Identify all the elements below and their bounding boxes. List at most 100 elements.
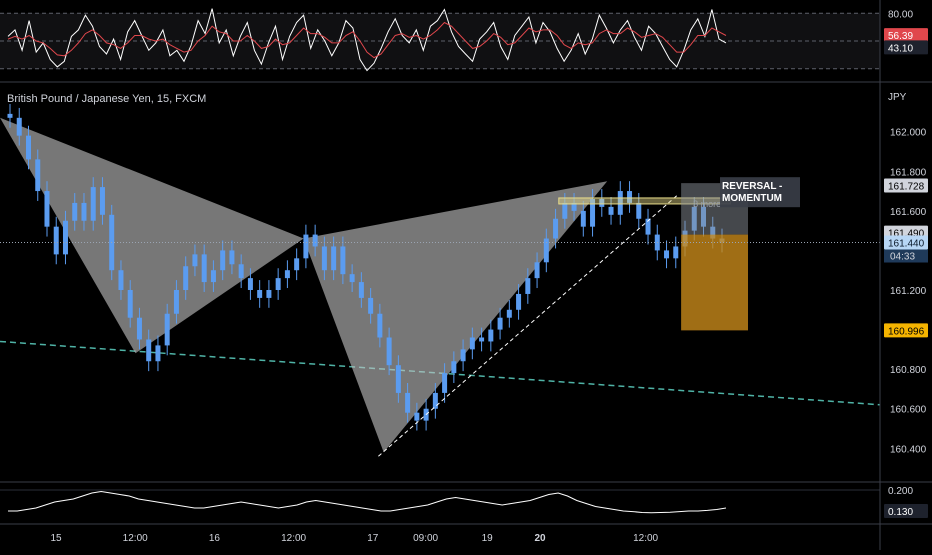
candle xyxy=(220,250,226,271)
time-tick-day: 16 xyxy=(209,533,221,544)
time-tick-day: 20 xyxy=(534,533,546,544)
candle xyxy=(146,339,152,362)
current-price-tag-bg xyxy=(884,235,928,250)
candle xyxy=(173,290,179,314)
candle xyxy=(25,135,31,160)
candle xyxy=(35,159,41,192)
countdown: 04:33 xyxy=(890,252,915,263)
candle xyxy=(266,290,272,298)
candle xyxy=(488,329,494,342)
annotation-line-1: MOMENTUM xyxy=(722,193,782,204)
price-tag-2-bg xyxy=(884,323,928,338)
current-price-tag: 161.440 xyxy=(888,239,925,250)
pattern-triangle-0 xyxy=(0,117,304,354)
candle xyxy=(62,220,68,255)
candle xyxy=(636,202,642,219)
oscillator-tag-0: 80.00 xyxy=(888,9,913,20)
candle xyxy=(506,309,512,318)
candle xyxy=(155,345,161,362)
candle xyxy=(321,246,327,271)
time-tick-hour: 12:00 xyxy=(633,533,658,544)
annotation-bg xyxy=(720,177,800,208)
bottom-series xyxy=(8,490,727,514)
candle xyxy=(451,361,457,374)
candle xyxy=(284,270,290,279)
bottom-tag-0: 0.200 xyxy=(888,486,913,497)
price-tag-0-bg xyxy=(884,178,928,193)
candle xyxy=(340,246,346,275)
candle xyxy=(442,373,448,393)
annotation-line-0: REVERSAL - xyxy=(722,181,782,192)
candle xyxy=(229,250,235,265)
price-tag-0: 161.728 xyxy=(888,182,925,193)
candle xyxy=(590,198,596,227)
price-tag-1: 161.490 xyxy=(888,229,925,240)
candle xyxy=(16,117,22,136)
stop-zone xyxy=(681,234,748,331)
candle xyxy=(534,262,540,279)
price-tick-label: 161.800 xyxy=(890,167,927,178)
candle xyxy=(673,246,679,259)
candle xyxy=(664,250,670,259)
candle xyxy=(183,266,189,290)
time-tick-day: 19 xyxy=(482,533,494,544)
candle xyxy=(331,246,337,271)
oscillator-tag-1: 56.39 xyxy=(888,31,913,42)
chart-title: British Pound / Japanese Yen, 15, FXCM xyxy=(7,93,207,105)
candle xyxy=(127,290,133,318)
candle xyxy=(608,206,614,215)
pattern-triangle-1 xyxy=(303,181,608,453)
candle xyxy=(386,337,392,366)
price-tick-label: 160.400 xyxy=(890,444,927,455)
candle xyxy=(358,282,364,298)
time-tick-day: 15 xyxy=(50,533,62,544)
candle xyxy=(294,258,300,271)
candle xyxy=(497,317,503,330)
currency-label: JPY xyxy=(888,92,907,103)
candle xyxy=(469,337,475,350)
oscillator-band xyxy=(0,13,880,69)
candle xyxy=(275,278,281,290)
candle xyxy=(53,226,59,255)
oscillator-bottom-pane: 0.200 0.130 xyxy=(0,486,928,518)
candle xyxy=(136,317,142,340)
candle xyxy=(405,392,411,413)
candle xyxy=(7,113,13,118)
candle xyxy=(617,191,623,215)
price-tick-label: 160.600 xyxy=(890,405,927,416)
price-tick-label: 161.600 xyxy=(890,207,927,218)
price-tag-2: 160.996 xyxy=(888,326,925,337)
oscillator-tag-2: 43.10 xyxy=(888,43,913,54)
candle xyxy=(210,270,216,283)
candle xyxy=(543,238,549,263)
candle xyxy=(90,187,96,221)
candle xyxy=(99,187,105,215)
candle xyxy=(192,254,198,267)
price-tick-label: 160.800 xyxy=(890,365,927,376)
candle xyxy=(599,198,605,207)
candle xyxy=(303,234,309,259)
time-tick-hour: 12:00 xyxy=(281,533,306,544)
time-tick-day: 17 xyxy=(367,533,379,544)
candle xyxy=(479,337,485,342)
candle xyxy=(118,270,124,290)
candle xyxy=(377,313,383,338)
support-line xyxy=(378,194,678,457)
candle xyxy=(368,297,374,314)
candle xyxy=(571,202,577,211)
candle xyxy=(645,218,651,235)
candle xyxy=(627,191,633,203)
candle xyxy=(553,218,559,239)
candle xyxy=(247,278,253,290)
candle xyxy=(349,274,355,283)
candle xyxy=(164,313,170,346)
candle xyxy=(460,349,466,362)
time-tick-hour: 09:00 xyxy=(413,533,438,544)
oscillator-tag-1-bg xyxy=(884,28,928,43)
candle xyxy=(238,264,244,279)
